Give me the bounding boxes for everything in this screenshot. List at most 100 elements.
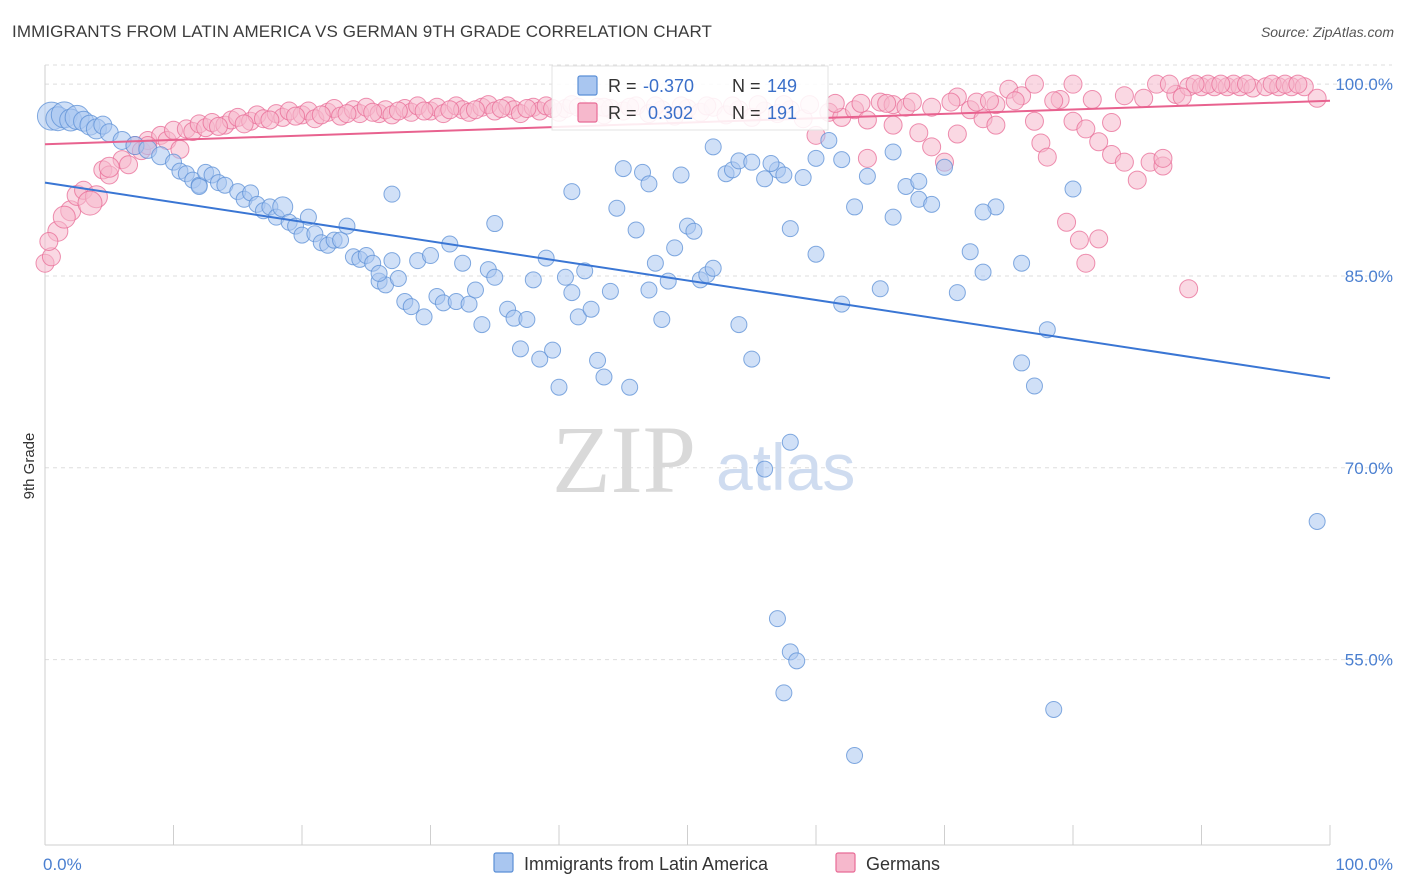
immigrants-point: [402, 298, 420, 316]
immigrants-point: [775, 684, 793, 702]
immigrants-point: [923, 195, 941, 213]
legend-n-value-1: 149: [767, 76, 797, 96]
immigrants-point: [524, 271, 542, 289]
germans-point: [234, 114, 254, 134]
legend-swatch-immigrants: [577, 75, 598, 96]
chart-title: IMMIGRANTS FROM LATIN AMERICA VS GERMAN …: [12, 22, 712, 41]
immigrants-point: [511, 340, 529, 358]
immigrants-point: [640, 281, 658, 299]
immigrants-point: [614, 160, 632, 178]
germans-point: [414, 101, 434, 121]
germans-point: [922, 137, 942, 157]
germans-point: [1159, 74, 1179, 94]
legend-r-label-2: R =: [608, 103, 637, 123]
immigrants-point: [563, 183, 581, 201]
germans-point: [922, 97, 942, 117]
immigrants-point: [454, 254, 472, 272]
immigrants-point: [775, 166, 793, 184]
immigrants-point: [531, 350, 549, 368]
immigrants-point: [685, 222, 703, 240]
immigrants-point: [659, 272, 677, 290]
immigrants-point: [961, 243, 979, 261]
immigrants-point: [556, 268, 574, 286]
germans-point: [986, 115, 1006, 135]
y-axis-label: 9th Grade: [21, 433, 38, 500]
y-tick-labels: 100.0% 85.0% 70.0% 55.0%: [1335, 75, 1393, 669]
germans-point: [979, 91, 999, 111]
chart-source: Source: ZipAtlas.com: [1260, 24, 1394, 40]
germans-point: [941, 92, 961, 112]
germans-point: [1102, 113, 1122, 133]
legend-n-label-2: N =: [732, 103, 761, 123]
immigrants-point: [518, 310, 536, 328]
germans-point: [363, 102, 383, 122]
germans-point: [857, 148, 877, 168]
germans-point: [98, 156, 120, 178]
immigrants-point: [486, 268, 504, 286]
immigrants-point: [1045, 700, 1063, 718]
immigrants-point: [846, 746, 864, 764]
germans-point: [1185, 74, 1205, 94]
immigrants-point: [910, 172, 928, 190]
germans-point: [311, 105, 331, 125]
immigrants-trendline: [44, 181, 1331, 380]
immigrants-point: [672, 166, 690, 184]
immigrants-point: [544, 341, 562, 359]
germans-point: [52, 205, 76, 229]
immigrants-point: [1064, 180, 1082, 198]
immigrants-point: [788, 652, 806, 670]
immigrants-point: [582, 300, 600, 318]
germans-point: [1024, 74, 1044, 94]
germans-point: [902, 92, 922, 112]
immigrants-point: [621, 378, 639, 396]
germans-point: [1082, 90, 1102, 110]
immigrants-point: [1013, 254, 1031, 272]
immigrants-point: [383, 185, 401, 203]
x-tick-labels: 0.0% 100.0%: [43, 855, 1393, 874]
immigrants-point: [974, 263, 992, 281]
germans-point: [517, 98, 537, 118]
trendlines: [44, 99, 1331, 380]
immigrants-point: [871, 280, 889, 298]
germans-point: [857, 110, 877, 130]
stats-legend-box: [551, 65, 829, 131]
immigrants-point: [884, 208, 902, 226]
series-immigrants-points: [36, 101, 1326, 764]
immigrants-point: [794, 169, 812, 187]
immigrants-point: [473, 316, 491, 334]
legend-n-value-2: 191: [767, 103, 797, 123]
immigrants-point: [1013, 354, 1031, 372]
immigrants-point: [1308, 512, 1326, 530]
legend-r-label-1: R =: [608, 76, 637, 96]
watermark: ZIP atlas: [552, 406, 855, 513]
germans-point: [851, 93, 871, 113]
immigrants-point: [422, 247, 439, 265]
germans-point: [260, 110, 280, 130]
immigrants-point: [569, 308, 587, 326]
immigrants-point: [807, 245, 825, 263]
immigrants-point: [653, 310, 671, 328]
germans-point: [1069, 230, 1089, 250]
germans-point: [1024, 111, 1044, 131]
germans-point: [1153, 148, 1173, 168]
germans-point: [337, 104, 357, 124]
germans-point: [1044, 91, 1064, 111]
bottom-legend-label-immigrants: Immigrants from Latin America: [524, 854, 769, 874]
immigrants-point: [846, 198, 864, 216]
germans-point: [825, 93, 845, 113]
germans-point: [208, 116, 228, 136]
x-tick-label: 0.0%: [43, 855, 82, 874]
immigrants-point: [743, 153, 761, 171]
immigrants-point: [627, 221, 645, 239]
immigrants-point: [589, 351, 607, 369]
immigrants-point: [646, 254, 664, 272]
stats-legend: R = -0.370 N = 149 R = 0.302 N = 191: [551, 65, 829, 131]
immigrants-point: [820, 131, 838, 149]
germans-point: [947, 124, 967, 144]
bottom-legend-label-germans: Germans: [866, 854, 940, 874]
germans-point: [465, 100, 485, 120]
germans-point: [1076, 119, 1096, 139]
watermark-zip: ZIP: [552, 406, 696, 513]
immigrants-point: [550, 378, 568, 396]
